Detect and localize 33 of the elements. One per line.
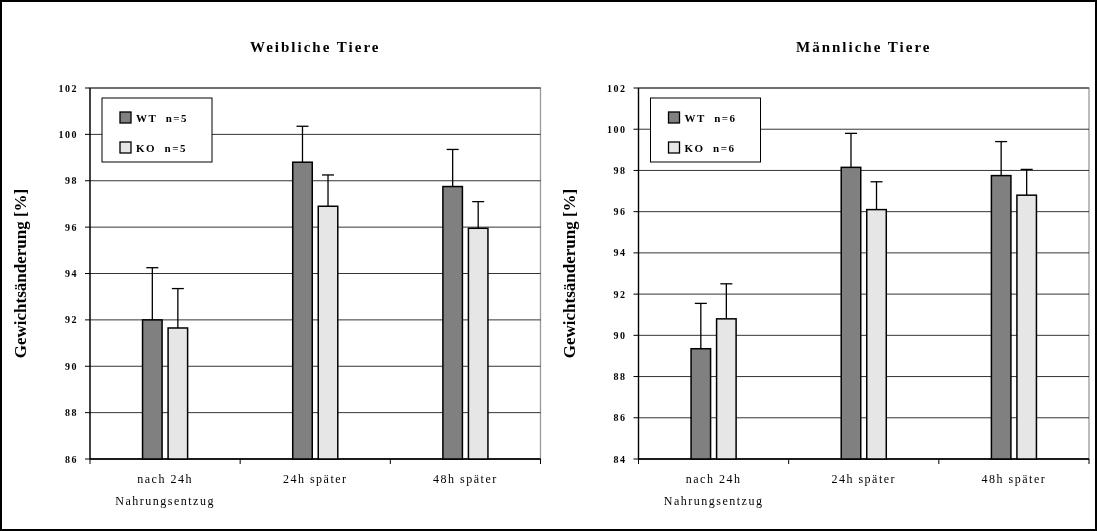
chart-title: Weibliche Tiere <box>250 39 381 55</box>
x-tick-label: nach 24h Nahrungsentzug <box>663 472 764 508</box>
y-tick-label: 102 <box>607 82 627 94</box>
x-tick-label: nach 24h Nahrungsentzug <box>115 472 215 508</box>
legend-label: KO n=5 <box>136 142 187 154</box>
y-tick-label: 94 <box>613 247 627 259</box>
legend-label: KO n=6 <box>684 142 736 154</box>
y-tick-label: 98 <box>65 175 78 187</box>
y-tick-label: 96 <box>65 221 78 233</box>
x-tick-label: 24h später <box>282 472 348 486</box>
chart-title: Männliche Tiere <box>796 39 932 55</box>
y-tick-label: 86 <box>65 453 78 465</box>
y-tick-label: 90 <box>65 360 78 372</box>
y-tick-label: 92 <box>65 314 78 326</box>
y-tick-label: 94 <box>65 268 78 279</box>
x-tick-label: 48h später <box>433 472 498 486</box>
y-tick-label: 86 <box>613 412 627 424</box>
y-axis-title: Gewichtsänderung [%] <box>11 188 30 359</box>
y-tick-label: 88 <box>65 407 78 419</box>
y-tick-label: 98 <box>613 164 627 176</box>
x-tick-label: 48h später <box>981 472 1047 486</box>
y-axis-title: Gewichtsänderung [%] <box>559 188 579 359</box>
y-tick-label: 88 <box>613 371 627 383</box>
y-tick-label: 84 <box>613 453 627 465</box>
y-tick-label: 100 <box>58 128 78 140</box>
x-tick-label: 24h später <box>831 472 897 486</box>
y-tick-label: 90 <box>613 329 627 341</box>
y-tick-label: 100 <box>607 123 627 135</box>
legend-label: WT n=6 <box>684 112 737 124</box>
y-tick-label: 96 <box>613 206 627 218</box>
legend-label: WT n=5 <box>136 112 189 124</box>
y-tick-label: 92 <box>613 288 627 300</box>
y-tick-label: 102 <box>58 82 78 94</box>
